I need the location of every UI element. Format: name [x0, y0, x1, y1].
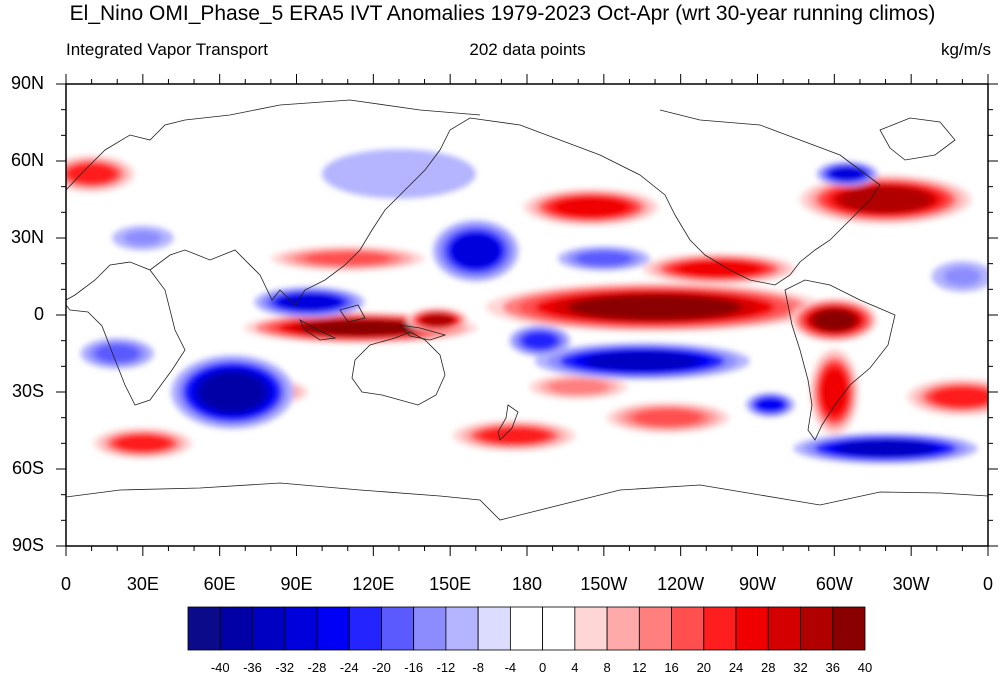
- anomaly-blob-20-level-4: [836, 440, 935, 457]
- data-count-label: 202 data points: [469, 40, 586, 59]
- colorbar-label: 0: [538, 660, 547, 675]
- variable-label: Integrated Vapor Transport: [66, 40, 268, 59]
- colorbar-box: [316, 606, 350, 651]
- lon-label: 90W: [738, 574, 777, 594]
- lon-label: 30W: [892, 574, 930, 594]
- anomaly-blob-11-level-3: [479, 426, 549, 445]
- anomaly-blob-7-level-3: [67, 163, 116, 185]
- colorbar-label: 40: [857, 660, 873, 675]
- anomaly-blob-5-level-4: [554, 197, 628, 218]
- anomaly-blob-1-level-5: [421, 313, 454, 327]
- colorbar-box: [477, 606, 511, 651]
- anomaly-blob-25-level-2: [575, 251, 633, 267]
- anomaly-blob-21-level-4: [830, 167, 864, 181]
- lon-label: 60E: [203, 574, 236, 594]
- colorbar-label: 8: [603, 660, 611, 675]
- anomaly-blob-17-level-5: [200, 373, 265, 411]
- colorbar-label: -32: [275, 660, 295, 675]
- anomaly-blob-2-level-5: [568, 294, 742, 320]
- colorbar-box: [735, 606, 769, 651]
- colorbar-box: [187, 606, 221, 651]
- colorbar-label: 36: [825, 660, 840, 675]
- coastlines: [66, 99, 988, 521]
- anomaly-field: [66, 149, 988, 464]
- anomaly-blob-4-level-4: [678, 260, 761, 278]
- colorbar-label: 4: [571, 660, 579, 675]
- anomaly-blob-6-level-5: [841, 186, 930, 213]
- colorbar-box: [574, 606, 608, 651]
- lat-label: 30S: [11, 381, 44, 401]
- anomaly-blob-18-level-4: [584, 351, 700, 372]
- lon-label: 120E: [352, 574, 395, 594]
- colorbar-box: [219, 606, 253, 651]
- colorbar-box: [348, 606, 382, 651]
- colorbar-box: [800, 606, 834, 651]
- colorbar-label: -24: [339, 660, 359, 675]
- colorbar-label: 32: [793, 660, 808, 675]
- colorbar-label: -12: [436, 660, 456, 675]
- anomaly-blob-13-level-2: [548, 379, 609, 395]
- colorbar-label: -40: [210, 660, 230, 675]
- units-label: kg/m/s: [940, 40, 991, 59]
- anomaly-blob-24-level-3: [522, 332, 558, 350]
- colorbar-label: -8: [472, 660, 484, 675]
- colorbar-box: [252, 606, 286, 651]
- anomaly-blob-28-level-1: [344, 156, 454, 192]
- colorbar-label: 28: [761, 660, 776, 675]
- colorbar-label: -28: [307, 660, 327, 675]
- colorbar-box: [509, 606, 544, 651]
- anomaly-blob-19-level-4: [452, 234, 499, 268]
- colorbar-label: -20: [372, 660, 391, 675]
- anomaly-blob-9-level-3: [931, 386, 988, 408]
- colorbar-label: -4: [504, 660, 517, 675]
- colorbar-box: [832, 606, 866, 651]
- lon-label: 90E: [280, 574, 313, 594]
- anomaly-blob-0-level-5: [300, 319, 421, 336]
- lat-label: 90N: [10, 73, 44, 93]
- colorbar-box: [703, 606, 737, 651]
- lon-label: 0: [60, 574, 72, 594]
- chart-title: El_Nino OMI_Phase_5 ERA5 IVT Anomalies 1…: [69, 2, 936, 25]
- colorbar-box: [638, 606, 672, 651]
- anomaly-blob-16-level-4: [279, 293, 339, 311]
- colorbar: [187, 606, 866, 651]
- lat-label: 60N: [10, 150, 44, 170]
- lon-label: 0: [982, 574, 994, 594]
- colorbar-box: [284, 606, 318, 651]
- colorbar-box: [606, 606, 640, 651]
- anomaly-blob-26-level-2: [124, 230, 162, 246]
- lon-label: 150E: [429, 574, 472, 594]
- lat-label: 60S: [11, 458, 44, 478]
- colorbar-label: 24: [728, 660, 744, 675]
- lon-label: 30E: [126, 574, 159, 594]
- lon-label: 120W: [657, 574, 705, 594]
- colorbar-box: [542, 606, 576, 651]
- anomaly-blob-23-level-2: [94, 344, 140, 363]
- colorbar-label: -36: [243, 660, 262, 675]
- anomaly-blob-10-level-3: [115, 434, 171, 452]
- lon-label: 180: [511, 574, 543, 594]
- anomaly-blob-12-level-3: [633, 409, 703, 427]
- colorbar-label: 20: [696, 660, 712, 675]
- lon-label: 150W: [580, 574, 628, 594]
- anomaly-blob-15-level-3: [304, 251, 391, 266]
- lat-label: 90S: [11, 535, 44, 555]
- lat-label: 0: [33, 304, 44, 324]
- colorbar-label: 12: [632, 660, 647, 675]
- anomaly-blob-22-level-3: [756, 397, 785, 412]
- colorbar-box: [381, 606, 415, 651]
- anomaly-blob-27-level-2: [943, 267, 982, 286]
- colorbar-box: [445, 606, 479, 651]
- colorbar-box: [671, 606, 705, 651]
- colorbar-box: [413, 606, 447, 651]
- colorbar-box: [767, 606, 801, 651]
- lat-label: 30N: [10, 227, 44, 247]
- anomaly-blob-3-level-5: [812, 309, 857, 332]
- axis-ticks: [56, 74, 998, 556]
- lon-label: 60W: [815, 574, 853, 594]
- colorbar-label: 16: [664, 660, 679, 675]
- colorbar-label: -16: [404, 660, 424, 675]
- anomaly-blob-8-level-4: [821, 369, 848, 415]
